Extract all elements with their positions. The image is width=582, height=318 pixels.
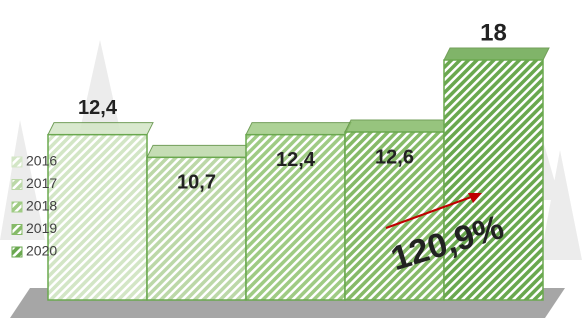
bar [48, 135, 147, 300]
legend-swatch [12, 225, 22, 235]
legend-label: 2020 [26, 243, 57, 259]
legend-label: 2017 [26, 175, 57, 191]
legend-label: 2018 [26, 198, 57, 214]
bar-top [147, 145, 252, 157]
legend-swatch [12, 247, 22, 257]
data-label: 12,4 [78, 97, 118, 119]
data-label: 10,7 [177, 172, 216, 194]
bar-top [48, 123, 153, 135]
legend-swatch [12, 157, 22, 167]
legend-swatch [12, 180, 22, 190]
bar-top [444, 48, 549, 60]
data-label: 12,4 [276, 149, 316, 171]
bar-top [246, 123, 351, 135]
chart: 12,410,712,412,618 20162017201820192020 … [0, 0, 582, 318]
data-label: 18 [480, 19, 507, 46]
bar-top [345, 120, 450, 132]
bar [444, 60, 543, 300]
data-label: 12,6 [375, 146, 414, 168]
legend-label: 2016 [26, 153, 57, 169]
legend-label: 2019 [26, 220, 57, 236]
legend-swatch [12, 202, 22, 212]
